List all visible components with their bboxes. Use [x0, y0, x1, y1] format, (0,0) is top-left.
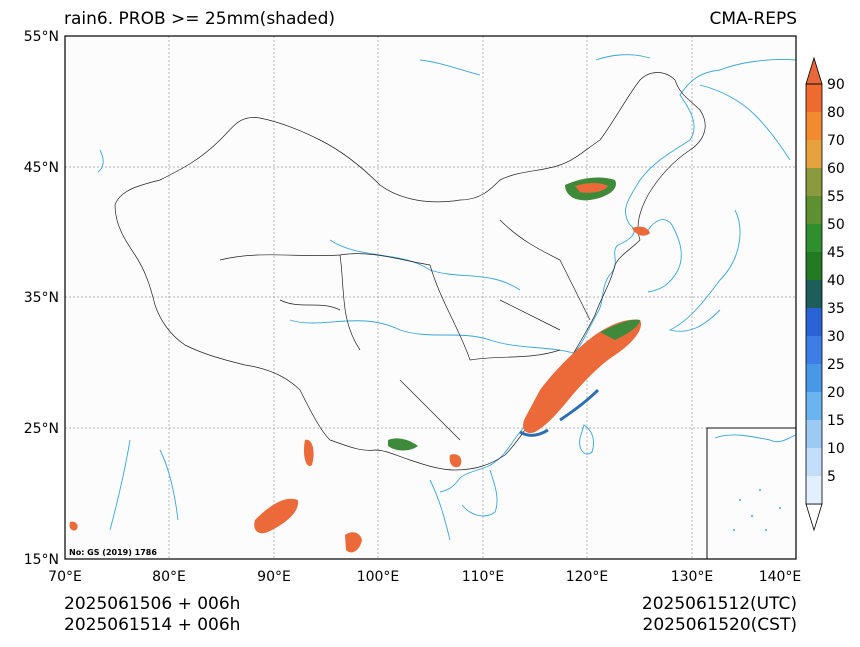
lake-north: [419, 54, 651, 76]
colorbar-segment: [806, 364, 822, 392]
lon-label-100: 100°E: [357, 569, 400, 585]
japan-coast: [668, 209, 741, 332]
colorbar-segment: [806, 448, 822, 476]
colorbar-tick-label: 30: [827, 329, 845, 345]
valid-time-cst: 2025061520(CST): [642, 615, 797, 635]
lon-label-130: 130°E: [671, 569, 714, 585]
colorbar-tick-label: 5: [827, 469, 836, 485]
precip-india-east: [303, 439, 314, 466]
precip-south-green: [388, 438, 418, 451]
precip-ne-spot: [632, 226, 650, 236]
colorbar-tick-label: 80: [827, 105, 845, 121]
colorbar: [805, 56, 823, 532]
lat-label-35: 35°N: [24, 290, 59, 306]
colorbar-tick-label: 45: [827, 245, 845, 261]
colorbar-tick-label: 50: [827, 217, 845, 233]
colorbar-arrow-low: [805, 503, 823, 532]
india-coast: [109, 439, 179, 531]
inset-islands: [733, 489, 781, 531]
province-borders: [219, 219, 591, 441]
lon-label-70: 70°E: [48, 569, 82, 585]
colorbar-tick-label: 35: [827, 301, 845, 317]
lon-label-140: 140°E: [759, 569, 802, 585]
colorbar-segment: [806, 392, 822, 420]
map-frame: [64, 35, 797, 560]
colorbar-segment: [806, 280, 822, 308]
lat-label-25: 25°N: [24, 421, 59, 437]
lat-axis: 15°N 25°N 35°N 45°N 55°N: [24, 29, 59, 568]
lat-label-15: 15°N: [24, 552, 59, 568]
colorbar-tick-label: 25: [827, 357, 845, 373]
colorbar-tick-label: 60: [827, 161, 845, 177]
precip-band-main: [523, 319, 641, 434]
lon-axis: 70°E 80°E 90°E 100°E 110°E 120°E 130°E 1…: [48, 569, 801, 585]
colorbar-tick-label: 20: [827, 385, 845, 401]
colorbar-segment: [806, 476, 822, 504]
inset-coast: [714, 434, 797, 443]
colorbar-segment: [806, 196, 822, 224]
colorbar-outline: [805, 83, 823, 505]
taiwan-coast: [579, 424, 595, 455]
valid-time-utc: 2025061512(UTC): [641, 594, 797, 614]
lon-label-120: 120°E: [566, 569, 609, 585]
colorbar-segment: [806, 308, 822, 336]
colorbar-segment: [806, 252, 822, 280]
yellow-river: [329, 239, 521, 291]
lon-label-90: 90°E: [257, 569, 291, 585]
china-border: [114, 72, 706, 471]
lon-label-80: 80°E: [152, 569, 186, 585]
rivers: [97, 149, 451, 541]
map-attribution: No: GS (2019) 1786: [69, 548, 157, 557]
precip-band-green: [600, 319, 640, 340]
colorbar-segment: [806, 420, 822, 448]
colorbar-segment: [806, 112, 822, 140]
precip-edge-blue: [519, 388, 600, 437]
colorbar-tick-label: 10: [827, 441, 845, 457]
south-china-sea-inset: [706, 427, 797, 560]
colorbar-segment: [806, 336, 822, 364]
forecast-init-line1: 2025061506 + 006h: [64, 594, 241, 614]
korea-coast: [647, 219, 682, 293]
colorbar-segment: [806, 140, 822, 168]
east-coast: [439, 59, 797, 493]
gridlines: [65, 36, 796, 559]
colorbar-labels: 5 10 15 20 25 30 35 40 45 50 55 60 70 80 90: [827, 77, 845, 485]
precip-myanmar: [345, 532, 362, 553]
yangtze-river: [289, 319, 581, 356]
boundaries: [114, 72, 706, 471]
colorbar-tick-label: 55: [827, 189, 845, 205]
precip-bay-bengal: [254, 498, 299, 534]
map-title: rain6. PROB >= 25mm(shaded): [64, 9, 336, 29]
colorbar-arrow-high: [805, 56, 823, 85]
north-coast: [699, 84, 791, 161]
precip-west-spot: [69, 521, 78, 531]
precip-guangxi-spot: [449, 454, 462, 468]
model-name: CMA-REPS: [709, 9, 797, 29]
map-background: [65, 36, 796, 559]
colorbar-segment: [806, 168, 822, 196]
colorbar-tick-label: 40: [827, 273, 845, 289]
colorbar-tick-label: 90: [827, 77, 845, 93]
lat-label-55: 55°N: [24, 29, 59, 45]
lat-label-45: 45°N: [24, 160, 59, 176]
forecast-init-line2: 2025061514 + 006h: [64, 615, 241, 635]
hainan-coast: [461, 469, 498, 517]
colorbar-tick-label: 70: [827, 133, 845, 149]
lon-label-110: 110°E: [462, 569, 505, 585]
colorbar-segment: [806, 224, 822, 252]
colorbar-segment: [806, 84, 822, 112]
precip-shading: [69, 177, 650, 553]
coastlines: [97, 54, 797, 541]
colorbar-tick-label: 15: [827, 413, 845, 429]
precip-north-orange: [575, 183, 608, 193]
